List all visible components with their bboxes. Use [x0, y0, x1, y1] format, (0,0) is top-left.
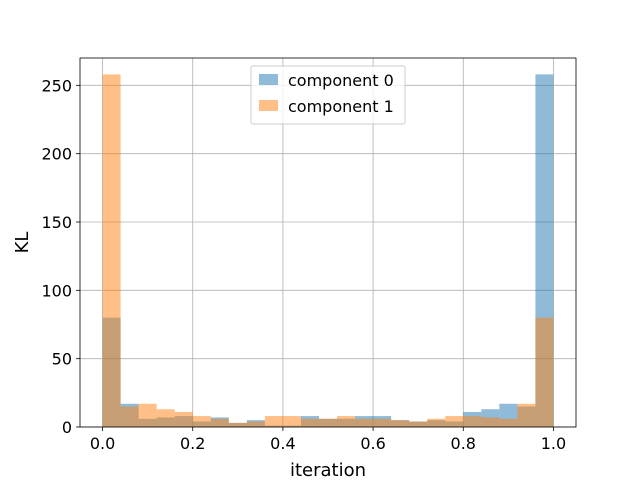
bar-component-1: [391, 420, 410, 427]
bar-component-1: [427, 418, 446, 427]
x-tick-label: 0.4: [270, 434, 295, 453]
y-tick-label: 100: [41, 281, 72, 300]
bar-component-1: [210, 418, 229, 427]
bar-component-1: [102, 74, 121, 428]
bar-component-1: [246, 421, 265, 427]
bar-component-1: [355, 418, 374, 427]
legend-swatch-component-1: [259, 100, 278, 111]
x-tick-label: 0.2: [180, 434, 205, 453]
x-axis-label: iteration: [290, 460, 366, 480]
histogram-bars: [102, 74, 554, 428]
bar-component-1: [481, 417, 500, 427]
bar-component-1: [517, 403, 536, 427]
bar-component-1: [463, 416, 482, 427]
bar-component-1: [373, 418, 392, 427]
x-tick-label: 0.8: [451, 434, 476, 453]
y-tick-label: 50: [52, 350, 72, 369]
plot-frame: [79, 57, 577, 428]
axis-ticks: 0.0 0.2 0.4 0.6 0.8 1.0 0 50 100 150 200 250: [41, 76, 566, 453]
x-tick-label: 1.0: [541, 434, 566, 453]
bar-component-1: [409, 421, 428, 427]
bar-component-1: [156, 409, 175, 427]
bar-component-1: [264, 416, 283, 427]
bar-component-1: [228, 422, 247, 427]
bar-component-1: [499, 418, 518, 427]
legend-swatch-component-0: [259, 74, 278, 85]
legend-box: [250, 65, 406, 125]
bar-component-1: [120, 406, 139, 427]
bar-component-1: [337, 416, 356, 427]
x-tick-label: 0.6: [360, 434, 385, 453]
bar-component-1: [300, 418, 319, 427]
y-axis-label: KL: [12, 232, 33, 254]
legend: component 0 component 1: [250, 65, 406, 125]
bar-component-1: [535, 317, 554, 427]
y-tick-label: 150: [41, 213, 72, 232]
legend-label-component-0: component 0: [288, 71, 394, 90]
bar-component-1: [138, 403, 157, 427]
bar-component-1: [192, 416, 211, 427]
y-tick-label: 0: [62, 418, 72, 437]
bar-component-1: [282, 416, 301, 427]
bar-component-1: [445, 416, 464, 427]
x-tick-label: 0.0: [90, 434, 115, 453]
y-tick-label: 200: [41, 145, 72, 164]
bar-component-1: [318, 418, 338, 427]
legend-label-component-1: component 1: [288, 97, 394, 116]
bar-component-1: [174, 411, 193, 427]
y-tick-label: 250: [41, 76, 72, 95]
